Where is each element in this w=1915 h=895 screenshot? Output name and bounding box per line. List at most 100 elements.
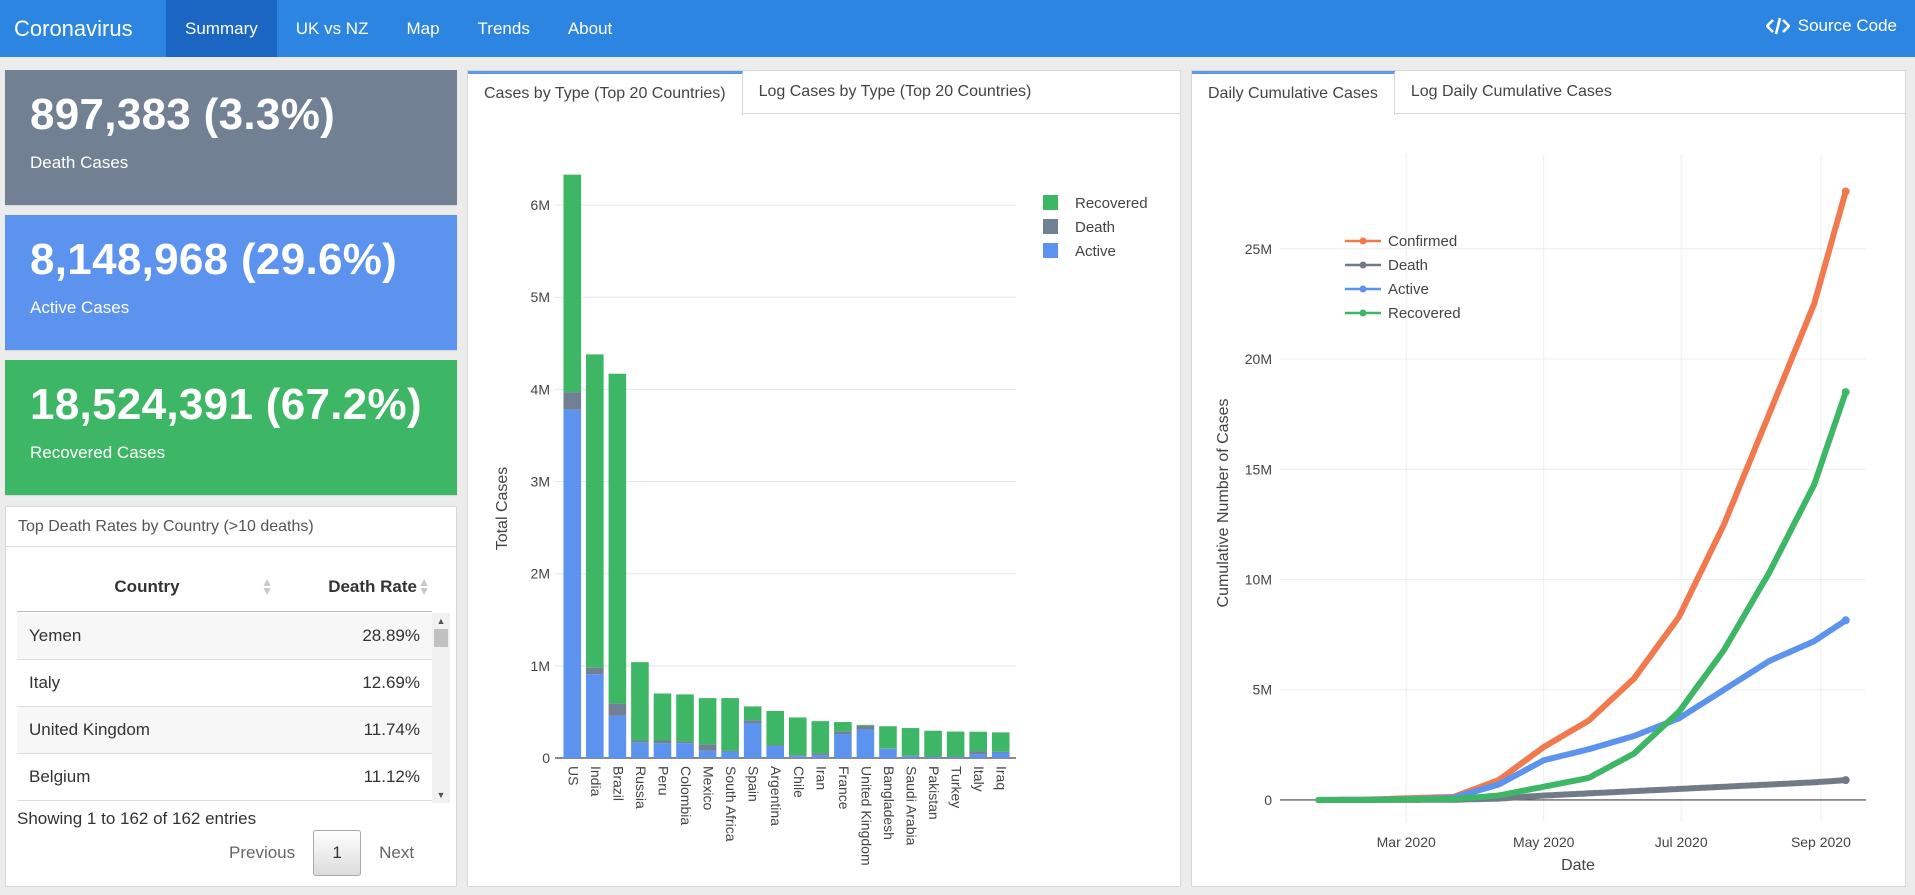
x-tick-label: South Africa <box>723 766 739 842</box>
y-tick-label: 0 <box>1264 792 1272 808</box>
legend-marker <box>1359 309 1367 317</box>
bar-death <box>856 725 875 730</box>
middle-tabs: Cases by Type (Top 20 Countries) Log Cas… <box>468 71 1180 115</box>
tab-daily-cumulative[interactable]: Daily Cumulative Cases <box>1192 71 1395 115</box>
tab-cases-by-type[interactable]: Cases by Type (Top 20 Countries) <box>468 71 743 115</box>
bar-death <box>586 667 604 675</box>
top-navbar: Coronavirus Summary UK vs NZ Map Trends … <box>0 0 1915 57</box>
column-header-death-rate[interactable]: Death Rate ▲ ▼ <box>277 576 432 597</box>
sort-icon: ▲ ▼ <box>261 574 273 598</box>
bar-recovered <box>721 698 739 751</box>
nav-about[interactable]: About <box>567 19 613 38</box>
table-row[interactable]: Yemen 28.89% <box>17 613 432 660</box>
y-tick-label: 10M <box>1245 571 1272 587</box>
bar-death <box>766 745 785 747</box>
x-tick-label: Peru <box>655 766 671 796</box>
x-tick-label: Pakistan <box>926 766 942 820</box>
table-info: Showing 1 to 162 of 162 entries <box>17 809 257 828</box>
x-tick-label: Colombia <box>678 766 694 825</box>
next-button[interactable]: Next <box>379 843 415 862</box>
source-code-link[interactable]: Source Code <box>1765 0 1897 52</box>
scroll-down-icon[interactable]: ▼ <box>436 790 446 800</box>
bar-active <box>608 715 627 758</box>
x-tick-label: Spain <box>746 766 762 802</box>
bar-active <box>721 751 739 758</box>
bar-active <box>766 746 785 758</box>
x-tick-label: Brazil <box>610 766 626 801</box>
table-header: Country ▲ ▼ Death Rate ▲ ▼ <box>17 562 432 612</box>
y-tick-label: 15M <box>1245 461 1272 477</box>
y-tick-label: 2M <box>531 566 550 582</box>
bar-recovered <box>946 731 965 757</box>
table-row[interactable]: Belgium 11.12% <box>17 754 432 801</box>
bar-active <box>676 743 694 758</box>
x-tick-label: Saudi Arabia <box>904 766 920 846</box>
bar-active <box>946 757 965 758</box>
death-cases-box: 897,383 (3.3%) Death Cases <box>5 70 457 205</box>
table-body: Yemen 28.89% Italy 12.69% United Kingdom… <box>17 613 432 801</box>
cases-by-type-chart: 0 1M 2M 3M 4M 5M 6M Total Cases US India Brazil Rus… <box>494 174 1148 866</box>
bar-active <box>856 729 875 758</box>
bar-recovered <box>766 711 785 746</box>
bar-recovered <box>676 694 694 742</box>
nav-map[interactable]: Map <box>406 19 440 38</box>
series-death-end-marker <box>1841 776 1850 785</box>
bar-death <box>608 703 627 716</box>
table-row[interactable]: United Kingdom 11.74% <box>17 707 432 754</box>
app-brand[interactable]: Coronavirus <box>14 16 133 41</box>
bar-death <box>743 720 762 723</box>
series-confirmed-end-marker <box>1841 187 1850 196</box>
legend-label: Active <box>1388 281 1429 298</box>
column-header-country[interactable]: Country ▲ ▼ <box>17 574 277 598</box>
bar-active <box>811 755 830 758</box>
legend-label: Death <box>1388 257 1428 274</box>
bar-recovered <box>698 698 717 745</box>
daily-cumulative-chart: Mar 2020 May 2020 Jul 2020 Sep 2020 0 5M 10M 15… <box>1215 154 1866 874</box>
series-active-line <box>1315 617 1849 803</box>
nav-trends[interactable]: Trends <box>477 19 530 38</box>
series-active-end-marker <box>1841 616 1850 625</box>
x-tick-label: US <box>565 766 581 785</box>
legend-label: Active <box>1075 243 1116 260</box>
tab-log-daily-cumulative[interactable]: Log Daily Cumulative Cases <box>1410 83 1612 100</box>
nav-summary[interactable]: Summary <box>166 0 277 57</box>
x-tick-label: Mar 2020 <box>1377 834 1436 850</box>
bar-active <box>698 750 717 758</box>
right-tabs: Daily Cumulative Cases Log Daily Cumulat… <box>1192 71 1905 115</box>
bar-active <box>834 734 852 758</box>
y-axis-label: Cumulative Number of Cases <box>1215 399 1232 608</box>
cell-death-rate: 11.74% <box>363 720 420 739</box>
column-header-death-rate-label: Death Rate <box>328 576 417 596</box>
bar-recovered <box>879 726 897 749</box>
bar-death <box>563 392 582 410</box>
scroll-up-icon[interactable]: ▲ <box>436 616 446 626</box>
legend-swatch <box>1043 243 1058 258</box>
y-tick-label: 3M <box>531 474 550 490</box>
tab-log-cases-by-type[interactable]: Log Cases by Type (Top 20 Countries) <box>758 83 1032 100</box>
nav-uk-vs-nz[interactable]: UK vs NZ <box>295 19 369 38</box>
bar-death <box>721 750 739 752</box>
legend-swatch <box>1043 219 1058 234</box>
table-row[interactable]: Italy 12.69% <box>17 660 432 707</box>
x-tick-label: Chile <box>791 766 807 798</box>
scroll-thumb[interactable] <box>434 629 448 647</box>
y-tick-label: 25M <box>1245 241 1272 257</box>
cell-country: United Kingdom <box>29 720 150 739</box>
x-tick-label: May 2020 <box>1513 834 1575 850</box>
bar-death <box>811 753 830 756</box>
table-scrollbar[interactable]: ▲ ▼ <box>432 613 450 803</box>
bar-death <box>991 751 1010 753</box>
x-tick-label: Mexico <box>701 766 717 811</box>
y-tick-label: 6M <box>531 197 550 213</box>
death-rate-panel: Top Death Rates by Country (>10 deaths) … <box>5 506 457 887</box>
x-tick-label: Sep 2020 <box>1791 834 1851 850</box>
bar-death <box>698 744 717 751</box>
page-button[interactable]: 1 <box>313 830 362 876</box>
active-cases-box: 8,148,968 (29.6%) Active Cases <box>5 215 457 350</box>
daily-cumulative-panel: Daily Cumulative Cases Log Daily Cumulat… <box>1191 70 1906 887</box>
death-cases-value: 897,383 (3.3%) <box>30 90 336 139</box>
cell-death-rate: 12.69% <box>362 673 420 692</box>
bar-death <box>969 751 987 755</box>
previous-button[interactable]: Previous <box>229 843 296 862</box>
x-tick-label: Jul 2020 <box>1655 834 1708 850</box>
